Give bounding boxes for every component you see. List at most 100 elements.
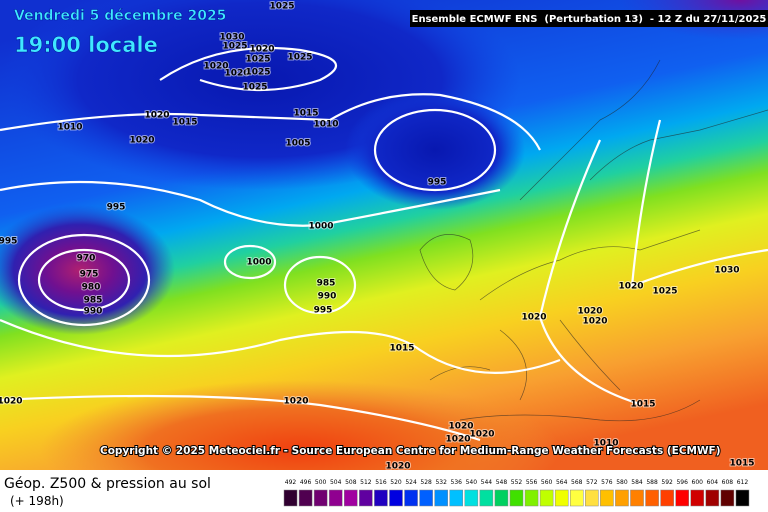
isobar-label: 1020 bbox=[582, 317, 607, 327]
isobar-label: 995 bbox=[0, 237, 17, 247]
isobar-label: 1015 bbox=[630, 400, 655, 410]
colorbar-label: 608 bbox=[722, 479, 734, 486]
isobar-label: 1025 bbox=[245, 68, 270, 78]
isobar-label: 1005 bbox=[285, 139, 310, 149]
colorbar-label: 556 bbox=[526, 479, 538, 486]
map-date: Vendredi 5 décembre 2025 bbox=[14, 8, 226, 24]
isobars bbox=[0, 46, 768, 442]
colorbar-label: 520 bbox=[390, 479, 402, 486]
colorbar-swatch bbox=[660, 489, 674, 507]
colorbar-swatch bbox=[344, 489, 358, 507]
isobar-label: 1020 bbox=[203, 62, 228, 72]
isobar-label: 1020 bbox=[618, 282, 643, 292]
isobar-label: 975 bbox=[80, 270, 99, 280]
isobar-label: 970 bbox=[77, 254, 96, 264]
colorbar-label: 584 bbox=[631, 479, 643, 486]
isobar-label: 1020 bbox=[0, 397, 23, 407]
colorbar-swatch bbox=[479, 489, 494, 507]
colorbar-swatch bbox=[690, 489, 705, 507]
colorbar-label: 588 bbox=[646, 479, 658, 486]
colorbar-label: 552 bbox=[511, 479, 523, 486]
isobar-label: 1020 bbox=[129, 136, 154, 146]
isobar-label: 1025 bbox=[287, 53, 312, 63]
isobar-label: 990 bbox=[84, 307, 103, 317]
colorbar-label: 492 bbox=[285, 479, 297, 486]
colorbar-label: 604 bbox=[707, 479, 719, 486]
legend-title: Géop. Z500 & pression au sol bbox=[4, 476, 211, 492]
isobar-label: 1030 bbox=[219, 33, 244, 43]
model-banner bbox=[410, 10, 768, 27]
colorbar-swatch bbox=[449, 489, 464, 507]
isobar-label: 1015 bbox=[293, 109, 318, 119]
colorbar-label: 508 bbox=[345, 479, 357, 486]
isobar-label: 1030 bbox=[714, 266, 739, 276]
isobar-label: 980 bbox=[82, 283, 101, 293]
colorbar-label: 580 bbox=[616, 479, 628, 486]
colorbar-label: 516 bbox=[375, 479, 387, 486]
colorbar-swatch bbox=[283, 489, 298, 507]
model-info: Ensemble ECMWF ENS (Perturbation 13) - 1… bbox=[412, 14, 767, 25]
isobar-label: 1010 bbox=[57, 123, 82, 133]
colorbar-swatch bbox=[645, 489, 659, 507]
isobar-label: 1025 bbox=[222, 42, 247, 52]
colorbar-swatch bbox=[705, 489, 720, 507]
copyright: Copyright © 2025 Meteociel.fr - Source E… bbox=[100, 445, 721, 457]
colorbar-swatch bbox=[464, 489, 479, 507]
colorbar-label: 560 bbox=[541, 479, 553, 486]
isobar-label: 1020 bbox=[521, 313, 546, 323]
colorbar-label: 568 bbox=[571, 479, 583, 486]
colorbar-label: 500 bbox=[315, 479, 327, 486]
colorbar-label: 548 bbox=[496, 479, 508, 486]
colorbar-swatch bbox=[328, 489, 343, 507]
isobar-label: 1020 bbox=[385, 462, 410, 472]
colorbar-label: 612 bbox=[737, 479, 749, 486]
isobar-label: 1000 bbox=[246, 258, 271, 268]
isobar-label: 985 bbox=[84, 296, 103, 306]
colorbar-swatch bbox=[509, 489, 524, 507]
colorbar-label: 600 bbox=[692, 479, 704, 486]
colorbar-swatch bbox=[434, 489, 448, 507]
colorbar-swatch bbox=[374, 489, 388, 507]
colorbar-swatch bbox=[419, 489, 433, 507]
colorbar-swatch bbox=[720, 489, 735, 507]
isobar-labels: 1025 1030 1025 1020 1025 1020 1020 1025 … bbox=[0, 1, 756, 473]
isobar-label: 990 bbox=[318, 292, 337, 302]
isobar-label: 1025 bbox=[245, 55, 270, 65]
colorbar-swatch bbox=[675, 489, 689, 507]
colorbar-swatch bbox=[539, 489, 554, 507]
colorbar-swatch bbox=[359, 489, 373, 507]
colorbar-swatch bbox=[569, 489, 584, 507]
colorbar-swatch bbox=[389, 489, 403, 507]
map-time: 19:00 locale bbox=[14, 33, 158, 57]
isobar-label: 1010 bbox=[313, 120, 338, 130]
isobar-label: 995 bbox=[107, 203, 126, 213]
colorbar-swatch bbox=[554, 489, 569, 507]
colorbar-label: 496 bbox=[300, 479, 312, 486]
colorbar-swatch bbox=[630, 489, 644, 507]
colorbar-label: 596 bbox=[676, 479, 688, 486]
coastlines bbox=[419, 59, 768, 422]
isobar-label: 1000 bbox=[308, 222, 333, 232]
colorbar-swatch bbox=[615, 489, 629, 507]
colorbar-swatch bbox=[735, 489, 750, 507]
colorbar-swatch bbox=[585, 489, 599, 507]
colorbar-label: 540 bbox=[466, 479, 478, 486]
colorbar-label: 576 bbox=[601, 479, 613, 486]
isobar-label: 1020 bbox=[469, 430, 494, 440]
colorbar-label: 504 bbox=[330, 479, 342, 486]
colorbar-swatch bbox=[404, 489, 418, 507]
isobar-label: 1020 bbox=[577, 307, 602, 317]
isobar-label: 995 bbox=[428, 178, 447, 188]
isobar-label: 1025 bbox=[269, 2, 294, 12]
colorbar-swatch bbox=[494, 489, 509, 507]
colorbar-label: 532 bbox=[435, 479, 447, 486]
colorbar-swatch bbox=[524, 489, 539, 507]
colorbar-label: 564 bbox=[556, 479, 568, 486]
colorbar: 492 496 500 504 508 512 516 520 524 528 532 536 540 5… bbox=[283, 479, 750, 507]
colorbar-label: 528 bbox=[420, 479, 432, 486]
colorbar-swatch bbox=[313, 489, 328, 507]
isobar-label: 1020 bbox=[224, 69, 249, 79]
colorbar-label: 512 bbox=[360, 479, 372, 486]
isobar-label: 1020 bbox=[448, 422, 473, 432]
